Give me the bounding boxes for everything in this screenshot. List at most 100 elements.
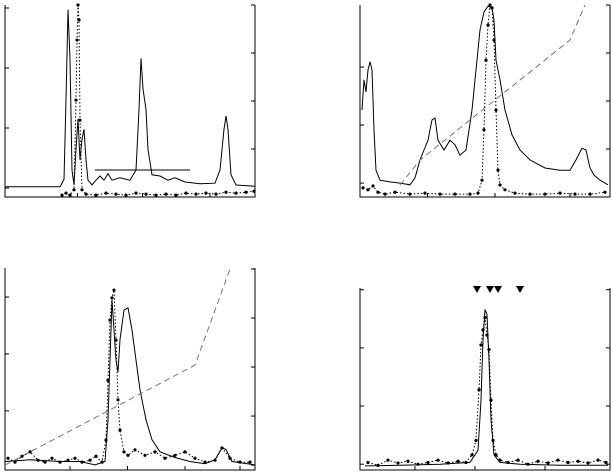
data-point — [50, 456, 54, 460]
data-point — [73, 456, 77, 460]
data-point — [376, 463, 380, 467]
data-point — [528, 192, 532, 196]
data-point — [573, 192, 577, 196]
data-point — [164, 192, 168, 196]
data-point — [238, 460, 242, 464]
data-point — [184, 191, 188, 195]
data-point — [406, 459, 410, 463]
data-point — [68, 193, 72, 197]
data-point — [494, 453, 498, 457]
data-point — [383, 192, 387, 196]
data-point — [516, 458, 520, 462]
data-point — [476, 191, 480, 195]
data-point — [124, 193, 128, 197]
data-point — [513, 191, 517, 195]
data-point — [485, 333, 489, 337]
data-point — [76, 3, 80, 7]
data-point — [114, 192, 118, 196]
data-point — [193, 456, 197, 460]
data-point — [133, 448, 137, 452]
data-point — [84, 192, 88, 196]
series-line — [5, 9, 256, 188]
data-point — [74, 98, 78, 102]
data-point — [126, 453, 130, 457]
data-point — [464, 460, 468, 465]
axis-frame — [359, 288, 611, 471]
data-point — [114, 338, 118, 342]
data-point — [588, 192, 592, 196]
data-point — [488, 3, 492, 7]
data-point — [477, 388, 481, 392]
data-point — [134, 191, 138, 195]
data-point — [154, 193, 158, 197]
data-point — [481, 328, 485, 332]
data-point — [386, 458, 390, 462]
axis-frame — [4, 268, 256, 471]
data-point — [604, 460, 608, 465]
data-point — [558, 191, 562, 195]
data-point — [492, 38, 496, 42]
data-point — [94, 193, 98, 197]
data-point — [88, 458, 92, 462]
axis-frame — [4, 5, 256, 198]
data-point — [183, 450, 187, 454]
data-point — [496, 168, 500, 172]
data-point — [173, 453, 177, 457]
data-point — [486, 23, 490, 27]
data-point — [104, 438, 108, 442]
data-point — [106, 378, 110, 382]
data-point — [58, 460, 62, 464]
data-point — [586, 461, 590, 465]
data-point — [494, 108, 498, 112]
data-point — [436, 458, 440, 462]
data-point — [446, 461, 450, 465]
data-point — [490, 6, 494, 10]
data-point — [426, 460, 430, 465]
data-point — [366, 188, 370, 192]
data-point — [244, 190, 248, 194]
data-point — [438, 192, 442, 196]
series-line — [61, 4, 255, 196]
data-point — [393, 190, 397, 194]
series-line — [364, 309, 608, 467]
data-point — [482, 128, 486, 132]
data-point — [556, 458, 560, 462]
data-point — [376, 190, 380, 194]
data-point — [6, 456, 10, 460]
series-line — [399, 4, 586, 186]
data-point — [536, 459, 540, 463]
data-point — [77, 18, 81, 22]
data-point — [566, 460, 570, 465]
data-point — [122, 450, 126, 454]
data-point — [228, 456, 232, 460]
data-point — [220, 446, 224, 450]
data-point — [204, 191, 208, 195]
data-point — [483, 316, 487, 320]
data-point — [503, 188, 507, 192]
data-point — [143, 453, 147, 457]
data-point — [248, 460, 252, 464]
data-point — [36, 458, 40, 462]
data-point — [214, 192, 218, 196]
data-point — [489, 398, 493, 402]
data-point — [479, 343, 483, 347]
series-line — [362, 3, 606, 195]
data-point — [416, 462, 420, 466]
data-point — [487, 348, 491, 352]
data-point — [13, 460, 17, 464]
data-point — [100, 460, 104, 464]
data-point — [423, 191, 427, 195]
data-point — [576, 459, 580, 463]
fraction-marker — [516, 286, 524, 293]
data-point — [144, 192, 148, 196]
data-point — [484, 58, 488, 62]
data-point — [66, 458, 70, 462]
data-point — [543, 192, 547, 196]
data-point — [118, 428, 122, 432]
data-point — [112, 288, 116, 292]
data-point — [498, 183, 502, 187]
data-point — [116, 398, 120, 402]
data-point — [526, 462, 530, 466]
data-point — [28, 450, 32, 454]
